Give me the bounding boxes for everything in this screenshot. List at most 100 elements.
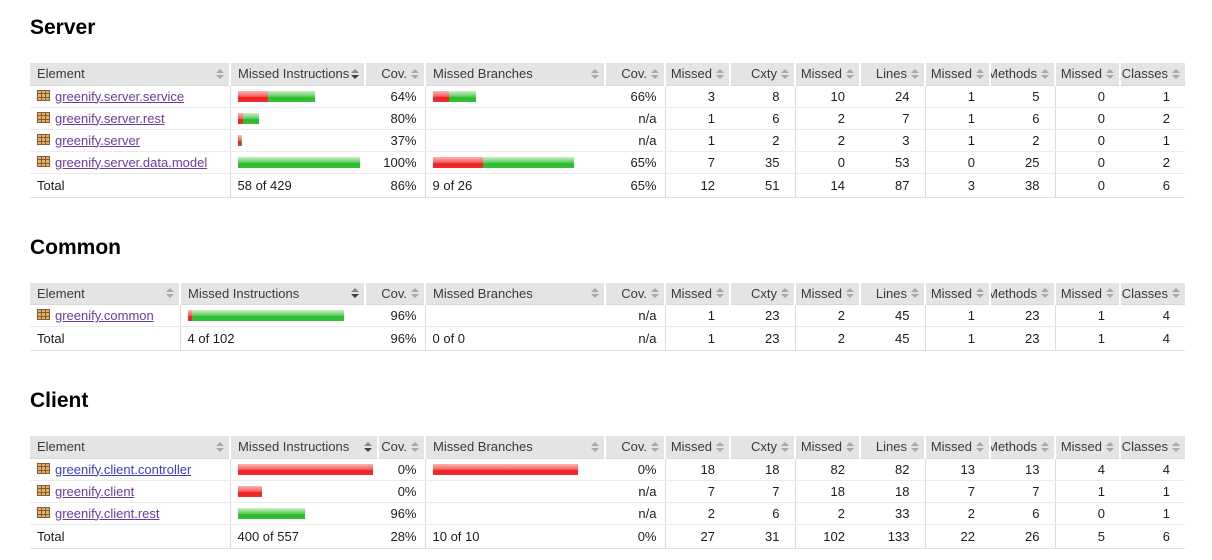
column-label: Cxty <box>751 439 777 455</box>
header-content: Missed <box>801 286 854 301</box>
column-header-missed-9[interactable]: Missed <box>924 282 990 305</box>
total-counter-cell: 3 <box>924 173 990 198</box>
element-content: greenify.client.rest <box>37 505 225 522</box>
package-link[interactable]: greenify.common <box>55 308 154 323</box>
column-header-missed-instructions-1[interactable]: Missed Instructions <box>229 63 365 86</box>
package-link[interactable]: greenify.server.data.model <box>55 154 208 170</box>
sort-icon <box>1041 68 1049 79</box>
column-header-classes-12[interactable]: Classes <box>1119 63 1185 86</box>
column-header-missed-7[interactable]: Missed <box>794 63 860 86</box>
total-counter-value: 1 <box>967 331 975 346</box>
element-content: greenify.common <box>37 307 175 324</box>
counter-value: 2 <box>837 505 845 521</box>
column-header-cxty-6[interactable]: Cxty <box>729 436 795 459</box>
branches-coverage-cell: 66% <box>605 85 665 108</box>
counter-value: 10 <box>830 88 845 104</box>
column-header-missed-branches-3[interactable]: Missed Branches <box>424 63 605 86</box>
sort-icon <box>216 441 224 452</box>
column-header-cov-2[interactable]: Cov. <box>377 436 425 459</box>
sort-icon <box>591 68 599 79</box>
column-header-lines-8[interactable]: Lines <box>859 63 925 86</box>
counter-cell: 2 <box>794 129 860 152</box>
column-header-missed-11[interactable]: Missed <box>1054 436 1120 459</box>
coverage-table-server: Element Missed Instructions Cov. Missed Bra… <box>30 63 1185 198</box>
instructions-coverage-cell: 37% <box>365 129 425 152</box>
column-header-cov-4[interactable]: Cov. <box>604 436 665 459</box>
column-header-missed-9[interactable]: Missed <box>924 63 990 86</box>
counter-cell: 1 <box>1120 129 1185 152</box>
column-header-lines-8[interactable]: Lines <box>859 282 925 305</box>
total-counter-cell: 27 <box>664 524 730 549</box>
column-header-missed-branches-3[interactable]: Missed Branches <box>424 436 605 459</box>
column-header-cov-2[interactable]: Cov. <box>364 63 425 86</box>
counter-value: 7 <box>1032 483 1040 499</box>
column-header-missed-11[interactable]: Missed <box>1054 63 1120 86</box>
column-header-classes-12[interactable]: Classes <box>1119 282 1185 305</box>
column-header-missed-7[interactable]: Missed <box>794 436 860 459</box>
covered-bar-segment <box>240 134 242 146</box>
column-header-lines-8[interactable]: Lines <box>859 436 925 459</box>
package-link[interactable]: greenify.client.rest <box>55 505 160 521</box>
sort-icon <box>1106 68 1114 79</box>
column-header-element-0[interactable]: Element <box>30 63 230 86</box>
total-branches-cell: 10 of 10 <box>424 524 605 549</box>
branches-coverage-cell: n/a <box>605 129 665 152</box>
counter-value: 23 <box>765 308 780 323</box>
total-counter-cell: 87 <box>860 173 925 198</box>
sort-icon <box>1106 441 1114 452</box>
header-content: Methods <box>992 66 1049 81</box>
column-header-classes-12[interactable]: Classes <box>1119 436 1185 459</box>
column-header-cov-2[interactable]: Cov. <box>364 282 425 305</box>
element-content: greenify.client.controller <box>37 461 225 478</box>
header-content: Missed <box>931 439 984 454</box>
column-header-element-0[interactable]: Element <box>30 282 180 305</box>
total-instructions-value: 4 of 102 <box>187 331 235 346</box>
column-header-cxty-6[interactable]: Cxty <box>729 63 795 86</box>
column-header-element-0[interactable]: Element <box>30 436 230 459</box>
column-header-missed-instructions-1[interactable]: Missed Instructions <box>179 282 365 305</box>
package-link[interactable]: greenify.client <box>55 483 135 499</box>
column-header-missed-5[interactable]: Missed <box>664 436 730 459</box>
column-label: Missed Instructions <box>238 439 350 455</box>
counter-cell: 7 <box>664 151 730 174</box>
column-label: Missed Instructions <box>188 285 300 301</box>
element-cell: greenify.client.controller <box>30 458 230 481</box>
branches-coverage-bar <box>432 90 601 102</box>
missed-instructions-bar-cell <box>229 502 378 525</box>
column-header-methods-10[interactable]: Methods <box>989 282 1055 305</box>
column-label: Methods <box>990 439 1037 455</box>
column-header-methods-10[interactable]: Methods <box>989 63 1055 86</box>
total-counter-value: 14 <box>830 177 845 193</box>
counter-value: 7 <box>967 483 975 499</box>
column-header-missed-5[interactable]: Missed <box>664 63 730 86</box>
column-header-methods-10[interactable]: Methods <box>989 436 1055 459</box>
column-header-cov-4[interactable]: Cov. <box>604 63 665 86</box>
counter-value: 6 <box>1032 505 1040 521</box>
package-link[interactable]: greenify.server.rest <box>55 110 165 126</box>
column-header-missed-instructions-1[interactable]: Missed Instructions <box>229 436 378 459</box>
column-header-cxty-6[interactable]: Cxty <box>729 282 795 305</box>
column-label: Missed <box>800 439 842 455</box>
total-counter-value: 22 <box>960 528 975 544</box>
missed-instructions-bar-cell <box>229 458 378 481</box>
covered-bar-segment <box>191 310 344 321</box>
missed-bar-segment <box>237 485 262 497</box>
total-counter-value: 23 <box>1025 331 1040 346</box>
column-header-missed-5[interactable]: Missed <box>664 282 730 305</box>
column-header-missed-7[interactable]: Missed <box>794 282 860 305</box>
column-header-cov-4[interactable]: Cov. <box>604 282 665 305</box>
branches-coverage-value: 0% <box>637 461 657 477</box>
branches-coverage-cell: n/a <box>605 107 665 130</box>
counter-cell: 2 <box>1120 107 1185 130</box>
package-icon <box>37 506 50 522</box>
column-header-missed-9[interactable]: Missed <box>924 436 990 459</box>
package-link[interactable]: greenify.client.controller <box>55 461 192 477</box>
package-link[interactable]: greenify.server.service <box>55 88 185 104</box>
column-header-missed-branches-3[interactable]: Missed Branches <box>424 282 605 305</box>
total-counter-value: 27 <box>700 528 715 544</box>
package-link[interactable]: greenify.server <box>55 132 141 148</box>
counter-value: 18 <box>765 461 780 477</box>
counter-value: 1 <box>1097 308 1105 323</box>
total-counter-cell: 2 <box>794 326 860 351</box>
column-header-missed-11[interactable]: Missed <box>1054 282 1120 305</box>
